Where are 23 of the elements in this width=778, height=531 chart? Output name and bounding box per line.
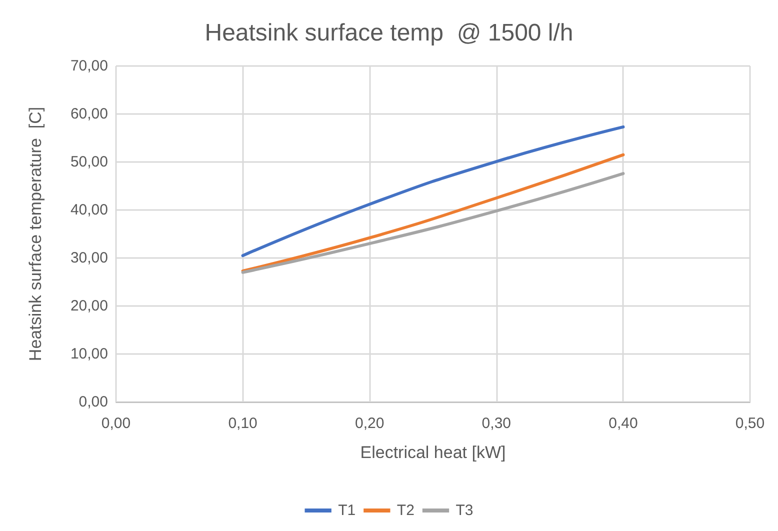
y-tick-label: 70,00	[70, 58, 108, 74]
chart-title: Heatsink surface temp @ 1500 l/h	[204, 20, 574, 46]
y-tick-label: 50,00	[70, 154, 108, 170]
line-series	[241, 153, 625, 272]
x-tick-label: 0,20	[355, 415, 384, 432]
y-tick-label: 0,00	[78, 394, 108, 410]
y-tick-label: 20,00	[70, 298, 108, 314]
y-axis-title: Heatsink surface temperature [C]	[26, 106, 45, 362]
line-series	[241, 125, 625, 258]
line-series	[241, 172, 625, 274]
x-tick-label: 0,40	[608, 415, 638, 432]
legend-label: T1	[338, 502, 356, 519]
x-axis-title: Electrical heat [kW]	[360, 443, 506, 462]
x-tick-label: 0,30	[482, 415, 511, 432]
x-tick-label: 0,50	[735, 415, 765, 432]
y-tick-label: 60,00	[70, 106, 108, 122]
x-tick-label: 0,10	[228, 415, 258, 432]
legend-label: T3	[456, 502, 474, 519]
y-tick-label: 40,00	[70, 202, 108, 218]
legend-label: T2	[396, 502, 414, 519]
y-tick-label: 10,00	[70, 346, 108, 362]
x-tick-label: 0,00	[101, 415, 131, 432]
y-tick-label: 30,00	[70, 250, 108, 266]
